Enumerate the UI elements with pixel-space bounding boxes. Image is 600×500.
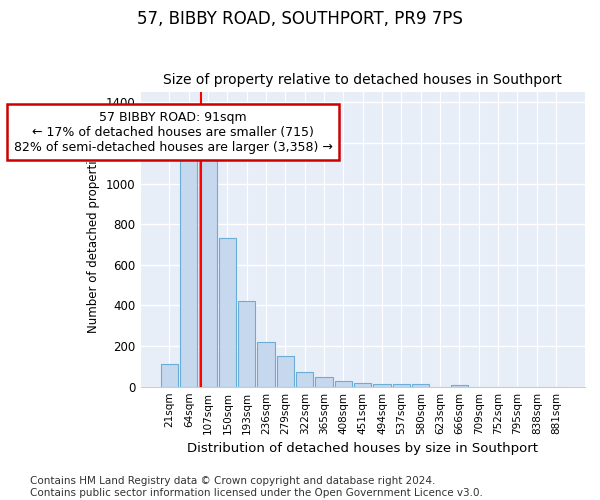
Bar [335,380,352,386]
Y-axis label: Number of detached properties: Number of detached properties [88,146,100,332]
Bar [277,356,294,386]
Bar [412,384,430,386]
Bar [296,372,313,386]
Bar [219,238,236,386]
Bar [393,384,410,386]
Bar [354,382,371,386]
Bar [161,364,178,386]
X-axis label: Distribution of detached houses by size in Southport: Distribution of detached houses by size … [187,442,538,455]
Bar [238,302,256,386]
Text: 57 BIBBY ROAD: 91sqm
← 17% of detached houses are smaller (715)
82% of semi-deta: 57 BIBBY ROAD: 91sqm ← 17% of detached h… [14,110,332,154]
Bar [257,342,275,386]
Bar [451,384,468,386]
Title: Size of property relative to detached houses in Southport: Size of property relative to detached ho… [163,73,562,87]
Bar [180,151,197,386]
Bar [316,376,333,386]
Bar [373,384,391,386]
Bar [199,153,217,386]
Text: Contains HM Land Registry data © Crown copyright and database right 2024.
Contai: Contains HM Land Registry data © Crown c… [30,476,483,498]
Text: 57, BIBBY ROAD, SOUTHPORT, PR9 7PS: 57, BIBBY ROAD, SOUTHPORT, PR9 7PS [137,10,463,28]
